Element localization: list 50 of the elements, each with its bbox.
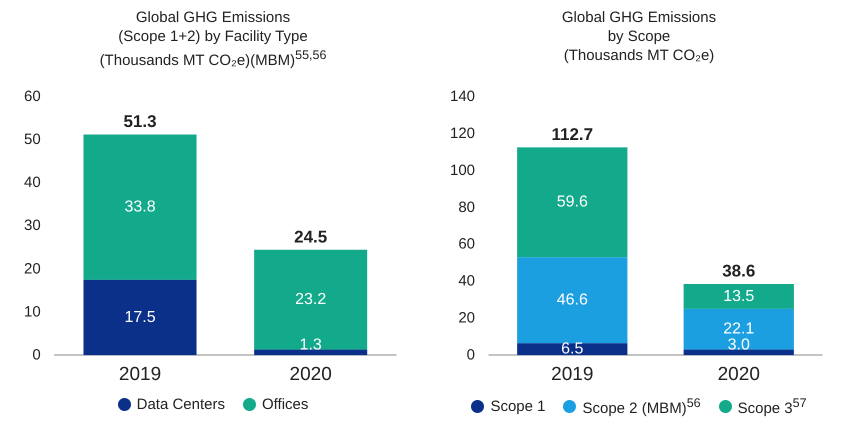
bar (684, 284, 794, 309)
chart-title: Global GHG Emissions (Scope 1+2) by Facility Type (Thousands MT CO₂e)(MBM)$^{55,56}$ (98, 8, 328, 71)
y-tick-label: 80 (458, 198, 476, 216)
bar (684, 350, 794, 356)
y-tick-label: 20 (24, 260, 41, 278)
y-tick-label: 60 (458, 236, 476, 253)
legend-label: Scope 3$^{57}$ (738, 396, 807, 417)
y-tick-label: 20 (458, 309, 476, 326)
total-label: 112.7 (551, 125, 594, 144)
y-tick-label: 60 (24, 88, 41, 106)
legend-label: Scope 1 (490, 398, 546, 415)
y-tick-label: 120 (450, 125, 476, 142)
total-label: 24.5 (294, 227, 328, 246)
bar (517, 257, 628, 344)
legend-label: Data Centers (136, 396, 225, 413)
data-label: 23.2 (295, 291, 326, 308)
y-tick-label: 10 (24, 303, 41, 320)
y-tick-label: 100 (450, 162, 476, 179)
data-label: 46.6 (556, 292, 588, 309)
y-tick-label: 40 (458, 272, 476, 290)
data-label: 1.3 (300, 336, 322, 354)
y-tick-label: 0 (32, 346, 41, 364)
data-label: 3.0 (728, 336, 750, 354)
legend-label: Scope 2 (MBM)$^{56}$ (582, 396, 701, 417)
chart-title: Global GHG Emissions by Scope (Thousands MT CO₂e) (560, 8, 718, 66)
bar (517, 147, 628, 258)
data-label: 33.8 (124, 198, 156, 216)
x-tick-label: 2019 (118, 364, 162, 385)
data-label: 17.5 (124, 308, 156, 326)
data-label: 59.6 (556, 194, 588, 211)
data-label: 6.5 (561, 340, 584, 358)
legend-label: Offices (262, 396, 308, 413)
bar (517, 343, 628, 356)
data-label: 13.5 (723, 288, 754, 305)
y-tick-label: 50 (24, 131, 41, 148)
x-tick-label: 2020 (290, 364, 332, 385)
bar (83, 280, 197, 356)
data-label: 22.1 (723, 320, 754, 338)
bar (254, 250, 368, 350)
bar (83, 134, 197, 280)
y-tick-label: 30 (24, 217, 41, 234)
x-tick-label: 2019 (551, 364, 594, 385)
y-tick-label: 140 (450, 88, 476, 106)
bar (684, 308, 794, 350)
total-label: 38.6 (722, 262, 756, 281)
bar (254, 350, 368, 356)
y-tick-label: 40 (24, 174, 41, 192)
y-tick-label: 0 (466, 346, 476, 364)
total-label: 51.3 (123, 112, 157, 132)
x-tick-label: 2020 (718, 364, 760, 385)
